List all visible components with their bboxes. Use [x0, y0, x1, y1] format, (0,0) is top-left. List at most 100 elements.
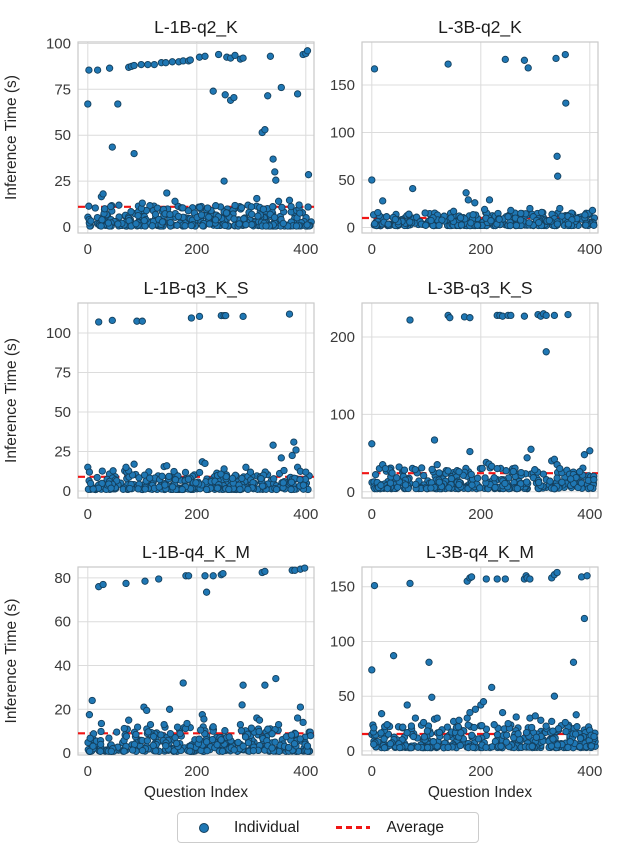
data-point — [562, 99, 570, 107]
scatter-points — [84, 47, 315, 230]
data-point — [470, 723, 478, 732]
data-point — [98, 467, 106, 475]
data-point — [287, 202, 295, 211]
data-point — [271, 738, 279, 746]
data-point — [209, 87, 217, 95]
data-point — [435, 469, 443, 477]
data-point — [418, 464, 426, 472]
data-point — [132, 730, 140, 739]
data-point — [165, 705, 174, 713]
x-tick-label: 0 — [84, 763, 92, 780]
data-point — [588, 206, 597, 215]
data-point — [246, 468, 255, 476]
data-point — [490, 721, 498, 729]
data-point — [230, 215, 238, 223]
data-point — [214, 50, 223, 59]
legend-label-average: Average — [386, 818, 444, 836]
data-point — [535, 478, 543, 487]
x-tick-label: 400 — [293, 763, 318, 780]
data-point — [285, 196, 294, 204]
data-point — [122, 579, 130, 588]
data-point — [306, 732, 315, 740]
data-point — [527, 445, 535, 453]
data-point — [553, 474, 561, 482]
data-point — [292, 446, 300, 454]
data-point — [553, 152, 561, 160]
data-point — [445, 484, 453, 492]
data-point — [401, 481, 410, 489]
data-point — [201, 459, 209, 468]
data-point — [471, 705, 480, 713]
data-point — [526, 575, 534, 583]
gridlines — [78, 42, 314, 233]
x-tick-label: 400 — [577, 241, 602, 258]
data-point — [166, 210, 174, 219]
data-point — [85, 202, 93, 210]
data-point — [479, 698, 488, 706]
data-point — [114, 100, 122, 108]
data-point — [537, 716, 545, 724]
subplot-title: L-3B-q4_K_M — [426, 542, 534, 563]
data-point — [222, 209, 231, 217]
data-point — [198, 222, 207, 230]
data-point — [270, 475, 278, 483]
subplot-title: L-1B-q4_K_M — [142, 542, 250, 563]
data-point — [466, 447, 474, 456]
data-point — [435, 728, 444, 737]
data-point — [457, 221, 466, 229]
data-point — [115, 201, 123, 209]
data-point — [235, 220, 243, 228]
data-point — [517, 209, 525, 218]
data-point — [170, 467, 178, 476]
data-point — [371, 220, 379, 228]
data-point — [504, 719, 512, 728]
data-point — [244, 739, 253, 747]
subplot-L-1B-q4_K_M: 0 20 40 60 80 0 200 400 L-1B-q4_K_M Inference Tim… — [3, 542, 318, 801]
data-point — [97, 719, 106, 728]
y-tick-label: 100 — [46, 36, 71, 53]
data-point — [435, 478, 443, 486]
scatter-points — [368, 310, 598, 493]
data-point — [447, 214, 455, 222]
data-point — [277, 454, 285, 462]
data-point — [96, 747, 105, 755]
data-point — [222, 311, 230, 320]
data-point — [444, 467, 452, 475]
data-point — [93, 66, 102, 74]
data-point — [370, 65, 379, 73]
data-point — [409, 732, 418, 741]
data-point — [195, 735, 203, 743]
data-point — [456, 741, 464, 750]
data-point — [202, 588, 211, 596]
data-point — [248, 210, 256, 218]
data-point — [561, 50, 569, 59]
data-point — [379, 197, 387, 205]
data-point — [446, 314, 454, 322]
data-point — [146, 720, 155, 729]
data-point — [528, 742, 536, 751]
data-point — [370, 581, 379, 590]
data-point — [186, 747, 194, 755]
data-point — [368, 176, 376, 184]
gridlines — [362, 303, 598, 498]
data-point — [406, 316, 414, 324]
data-point — [269, 441, 277, 449]
data-point — [160, 720, 168, 729]
data-point — [553, 220, 562, 228]
data-point — [411, 714, 420, 722]
data-point — [433, 742, 441, 750]
data-point — [407, 722, 416, 730]
data-point — [150, 60, 158, 69]
data-point — [137, 60, 145, 69]
data-point — [95, 318, 103, 326]
data-point — [490, 474, 498, 482]
data-point — [501, 55, 509, 64]
data-point — [395, 463, 403, 471]
data-point — [528, 723, 536, 732]
data-point — [581, 211, 589, 219]
data-point — [205, 213, 213, 221]
subplot-L-3B-q2_K: 0 50 100 150 0 200 400 L-3B-q2_K — [330, 17, 602, 258]
data-point — [181, 222, 189, 230]
data-point — [549, 727, 557, 735]
data-point — [195, 312, 204, 321]
